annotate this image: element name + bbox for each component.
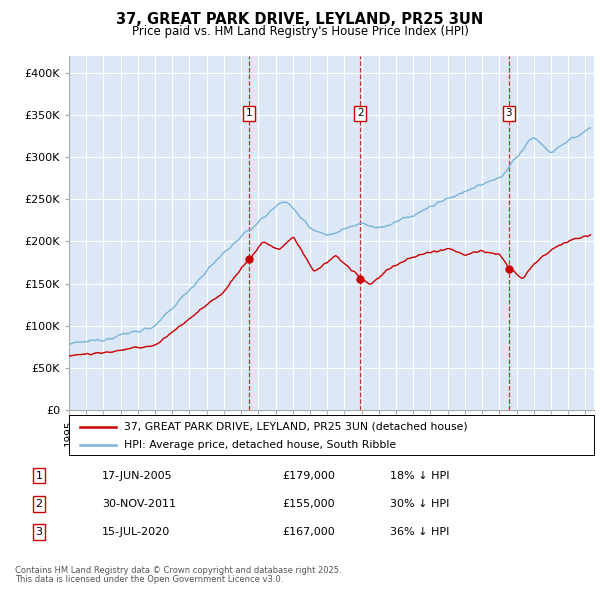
Text: 3: 3 [35,527,43,537]
Text: 1: 1 [35,471,43,480]
Text: £179,000: £179,000 [282,471,335,480]
Text: 36% ↓ HPI: 36% ↓ HPI [390,527,449,537]
Text: £155,000: £155,000 [282,499,335,509]
Text: 15-JUL-2020: 15-JUL-2020 [102,527,170,537]
Text: 3: 3 [505,109,512,119]
Text: 2: 2 [357,109,364,119]
Text: 2: 2 [35,499,43,509]
Text: 37, GREAT PARK DRIVE, LEYLAND, PR25 3UN: 37, GREAT PARK DRIVE, LEYLAND, PR25 3UN [116,12,484,27]
Text: Contains HM Land Registry data © Crown copyright and database right 2025.: Contains HM Land Registry data © Crown c… [15,566,341,575]
Text: Price paid vs. HM Land Registry's House Price Index (HPI): Price paid vs. HM Land Registry's House … [131,25,469,38]
Text: HPI: Average price, detached house, South Ribble: HPI: Average price, detached house, Sout… [124,441,396,450]
Text: 30-NOV-2011: 30-NOV-2011 [102,499,176,509]
Text: £167,000: £167,000 [282,527,335,537]
Text: This data is licensed under the Open Government Licence v3.0.: This data is licensed under the Open Gov… [15,575,283,584]
Text: 17-JUN-2005: 17-JUN-2005 [102,471,173,480]
Text: 30% ↓ HPI: 30% ↓ HPI [390,499,449,509]
Text: 37, GREAT PARK DRIVE, LEYLAND, PR25 3UN (detached house): 37, GREAT PARK DRIVE, LEYLAND, PR25 3UN … [124,422,468,432]
Text: 1: 1 [246,109,253,119]
Text: 18% ↓ HPI: 18% ↓ HPI [390,471,449,480]
